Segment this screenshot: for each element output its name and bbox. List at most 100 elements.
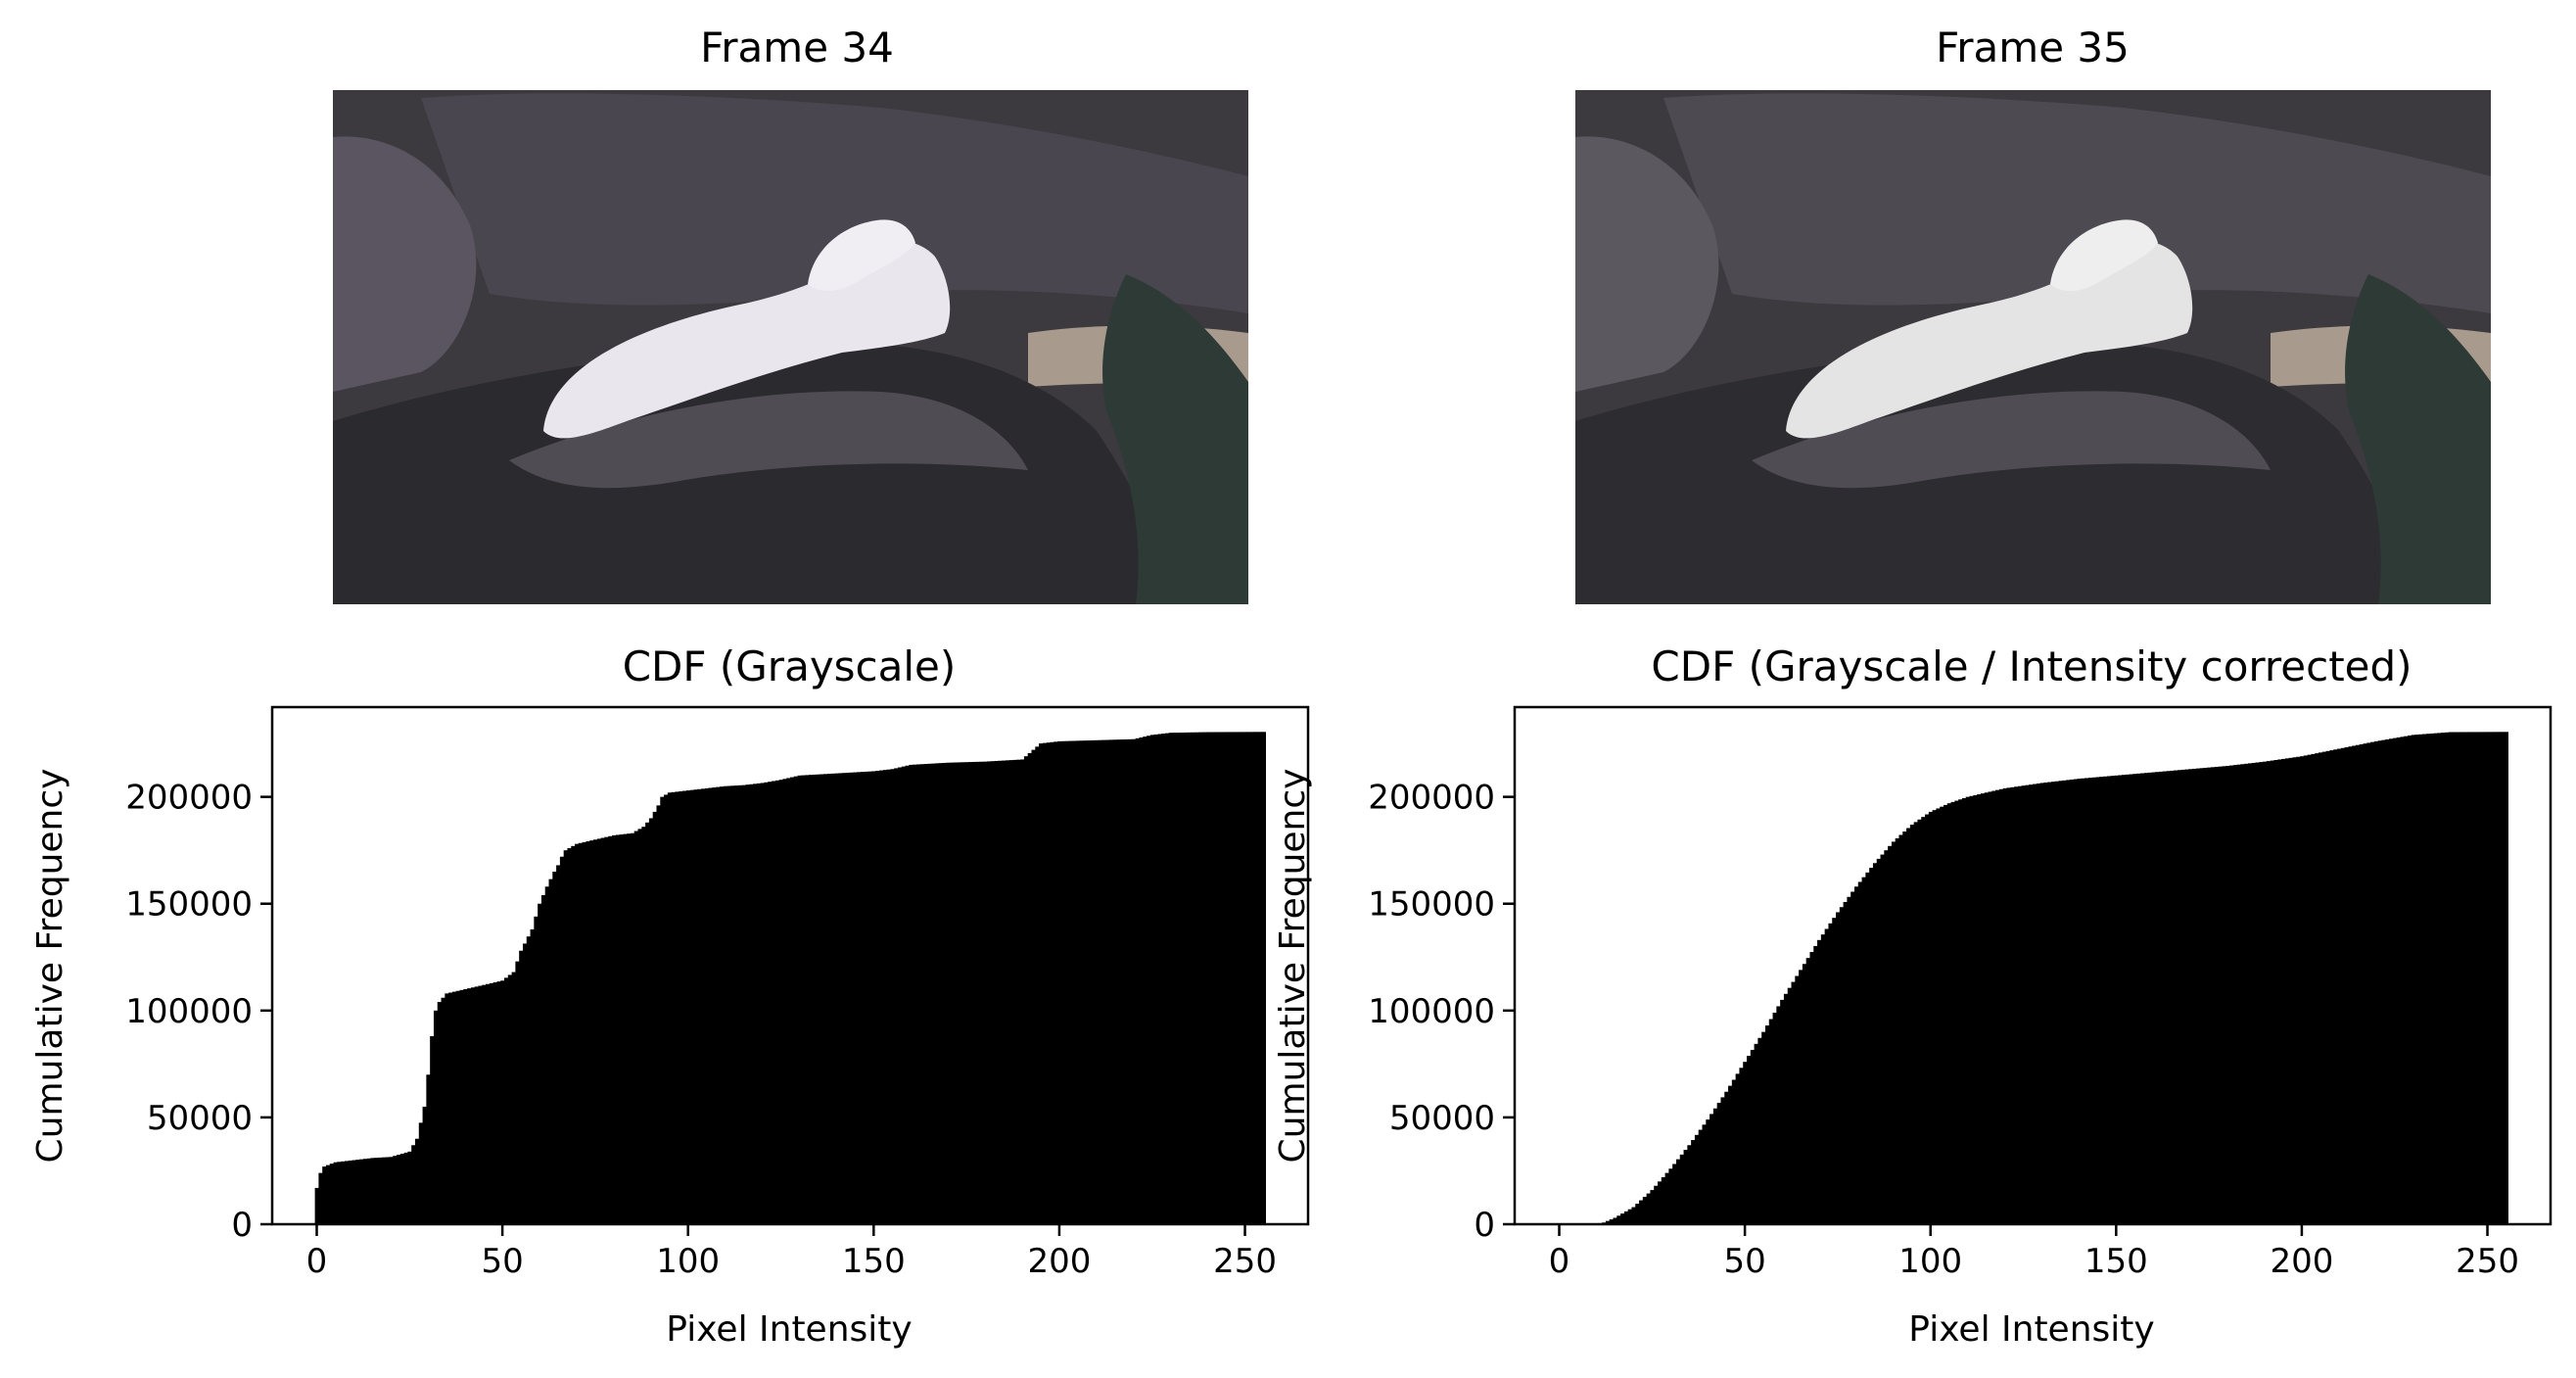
cdf-right-bar — [1813, 945, 1818, 1224]
cdf-right-bar — [2263, 761, 2268, 1224]
cdf-right-x-axis-label: Pixel Intensity — [1908, 1309, 2154, 1350]
cdf-right-bar — [1791, 981, 1796, 1224]
cdf-right-bar — [2017, 785, 2023, 1224]
cdf-left-bar — [397, 1155, 401, 1224]
cdf-left-bar — [1091, 739, 1096, 1224]
cdf-right-bar — [2192, 768, 2197, 1224]
cdf-right-bar — [1710, 1114, 1714, 1224]
cdf-right-bar — [1768, 1019, 1774, 1224]
cdf-right-bar — [2366, 742, 2371, 1224]
cdf-left-bar — [589, 840, 594, 1224]
cdf-left-bar — [1228, 732, 1233, 1224]
cdf-left-bar — [1031, 749, 1036, 1224]
cdf-left-bar — [801, 775, 806, 1224]
cdf-right-bar — [1664, 1172, 1669, 1224]
cdf-left-bar — [441, 997, 445, 1224]
cdf-left-bar — [915, 764, 921, 1224]
cdf-right-bar — [2462, 732, 2468, 1224]
cdf-left-bar — [627, 833, 632, 1224]
cdf-left-bar — [867, 771, 873, 1224]
cdf-left-bar — [1201, 732, 1207, 1224]
cdf-right-bar — [2087, 778, 2093, 1224]
cdf-right-bar — [2118, 775, 2123, 1224]
cdf-left-bar — [1153, 734, 1159, 1224]
cdf-left-bar — [1139, 737, 1144, 1224]
cdf-right-bar — [2155, 772, 2160, 1224]
cdf-left-bar — [1094, 739, 1100, 1224]
cdf-left-bar — [764, 782, 769, 1224]
cdf-right-bar — [2270, 760, 2275, 1224]
frame-34-fox-body — [543, 239, 951, 439]
cdf-right-bar — [2006, 787, 2011, 1224]
cdf-left-bar — [522, 943, 528, 1224]
cdf-left-bar — [448, 992, 453, 1224]
cdf-right-bar — [1706, 1119, 1710, 1224]
cdf-left-bar — [1257, 732, 1263, 1224]
cdf-right-bar — [2396, 737, 2402, 1224]
cdf-left-bar — [1147, 736, 1151, 1224]
cdf-left-bar — [582, 841, 587, 1224]
cdf-left-bar — [882, 770, 888, 1224]
cdf-right-bar — [2433, 733, 2438, 1224]
cdf-right-bar — [2381, 739, 2386, 1224]
cdf-right-bar — [2348, 746, 2353, 1224]
cdf-left-bar — [919, 764, 925, 1224]
cdf-left-bar — [633, 831, 639, 1224]
cdf-left-bar — [492, 982, 498, 1224]
cdf-left-bar — [890, 769, 895, 1224]
cdf-right-bar — [1639, 1200, 1644, 1224]
cdf-right-bar — [1687, 1145, 1692, 1224]
cdf-right-bar — [2058, 781, 2063, 1224]
cdf-left-bar — [1242, 732, 1248, 1224]
cdf-right-bar — [2485, 732, 2491, 1224]
cdf-right-bar — [2184, 769, 2189, 1224]
cdf-left-bar — [979, 761, 984, 1224]
cdf-left-bar — [808, 775, 814, 1224]
cdf-left-bar — [737, 784, 743, 1224]
cdf-right-bar — [2228, 765, 2234, 1224]
cdf-right-bar — [2504, 732, 2508, 1224]
cdf-left-bar — [1246, 732, 1251, 1224]
cdf-right-bar — [1780, 999, 1785, 1224]
cdf-left-bar — [990, 761, 996, 1224]
cdf-left-bar — [1236, 732, 1241, 1224]
cdf-right-bar — [1988, 791, 1992, 1224]
cdf-left-bar — [671, 791, 677, 1224]
cdf-left-bar — [407, 1151, 412, 1224]
cdf-left-bar — [1224, 732, 1230, 1224]
cdf-right-bar — [2143, 773, 2149, 1224]
cdf-left-bar — [540, 895, 546, 1224]
cdf-right-bar — [2466, 732, 2472, 1224]
cdf-left-bar — [344, 1161, 350, 1224]
cdf-right-bar — [2132, 774, 2137, 1224]
cdf-left-bar — [1016, 759, 1021, 1224]
cdf-right-bar — [2292, 757, 2297, 1224]
cdf-right-bar — [1950, 801, 1955, 1224]
cdf-right-bar — [1702, 1124, 1707, 1224]
cdf-left-bar — [1112, 739, 1118, 1224]
cdf-left-bar — [389, 1157, 394, 1224]
frame-34-title: Frame 34 — [700, 24, 894, 71]
cdf-left-bar — [1254, 732, 1259, 1224]
cdf-left-bar — [615, 834, 621, 1224]
frame-35-fox-head — [2050, 219, 2158, 292]
cdf-left-bar — [519, 950, 524, 1224]
cdf-left-bar — [1083, 740, 1088, 1224]
cdf-left-bar — [1002, 760, 1007, 1224]
cdf-right-bar — [2411, 735, 2416, 1224]
cdf-right-bar — [1902, 831, 1907, 1224]
cdf-left-bar — [664, 794, 669, 1224]
cdf-left-bar — [726, 785, 731, 1224]
cdf-left-bar — [1120, 739, 1125, 1224]
cdf-right-bar — [1995, 789, 2000, 1224]
cdf-right-bar — [1772, 1013, 1777, 1224]
cdf-right-bar — [1917, 819, 1922, 1224]
cdf-right-bar — [2084, 778, 2089, 1224]
cdf-left-bar — [463, 989, 468, 1224]
cdf-right-bar — [2151, 772, 2156, 1224]
cdf-right-bar — [1683, 1150, 1688, 1224]
cdf-right-bar — [2021, 785, 2027, 1224]
cdf-right-bar — [1898, 834, 1903, 1224]
cdf-left-bar — [596, 838, 602, 1224]
cdf-left-bar — [790, 777, 795, 1224]
